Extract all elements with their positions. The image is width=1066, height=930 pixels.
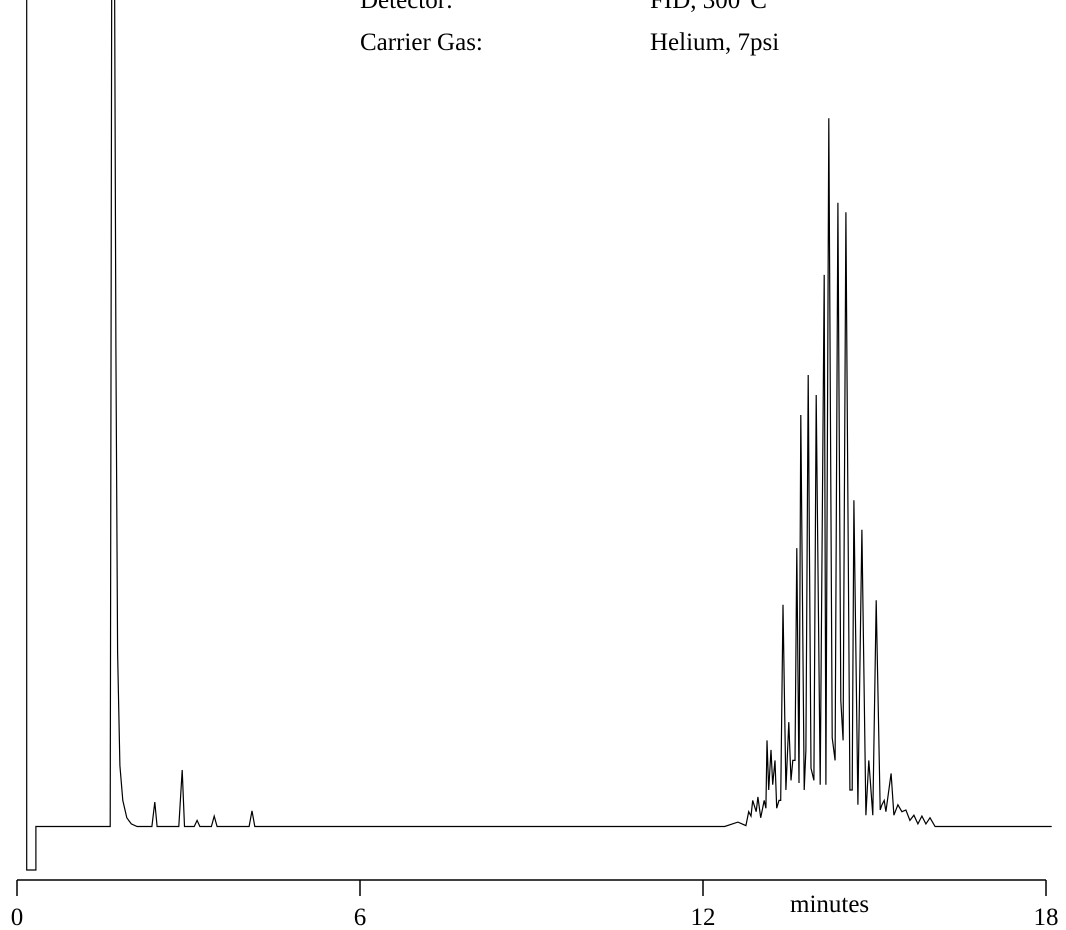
trace bbox=[26, 0, 1052, 871]
annotation-value: Helium, 7psi bbox=[650, 29, 779, 56]
annotation-key: Carrier Gas: bbox=[360, 29, 483, 56]
x-axis-label: minutes bbox=[790, 891, 869, 918]
x-tick-label: 12 bbox=[691, 904, 716, 930]
x-tick-label: 18 bbox=[1034, 904, 1059, 930]
annotation-value: FID, 300°C bbox=[650, 0, 767, 14]
x-tick-label: 0 bbox=[11, 904, 24, 930]
x-tick-label: 6 bbox=[354, 904, 367, 930]
annotation-key: Detector: bbox=[360, 0, 453, 14]
